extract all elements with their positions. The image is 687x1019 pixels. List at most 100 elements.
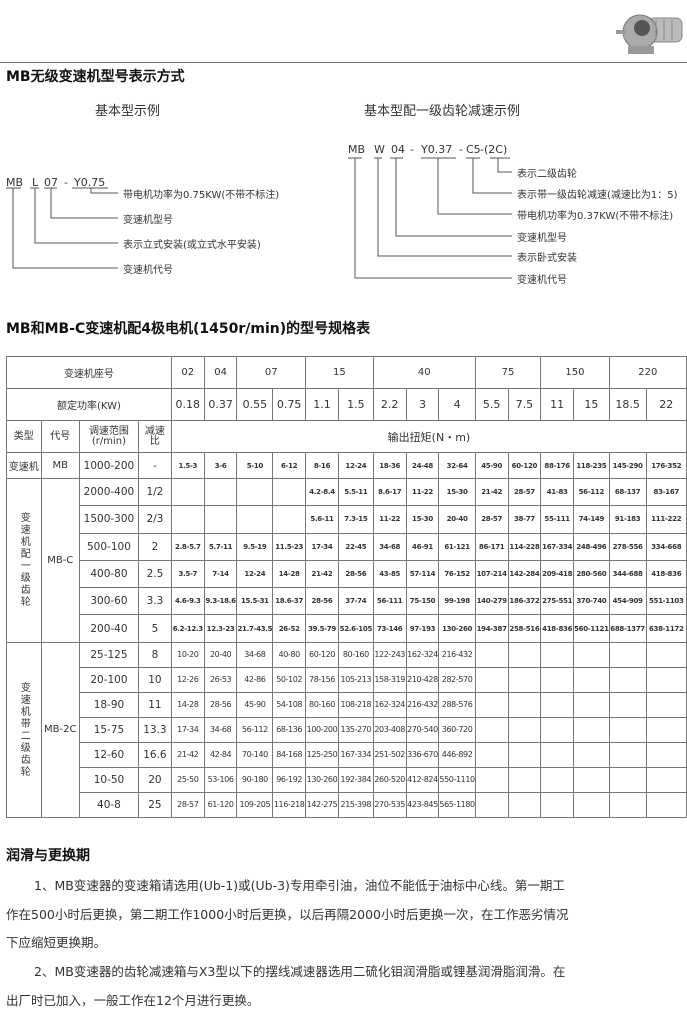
code-part: - (64, 176, 68, 189)
torque-value: 15-30 (438, 477, 476, 507)
torque-value: 97-193 (405, 614, 440, 643)
torque-value (236, 477, 274, 507)
torque-value: 8-16 (305, 452, 339, 479)
power-label: 额定功率(KW) (6, 388, 172, 421)
torque-value: 114-228 (507, 532, 542, 561)
torque-value (474, 766, 509, 793)
torque-value: 11-22 (372, 505, 407, 534)
power-value: 15 (573, 388, 610, 421)
torque-value: 5-10 (236, 452, 274, 479)
torque-value: 135-270 (337, 716, 374, 743)
torque-value: 28-57 (507, 477, 542, 507)
torque-value: 45-90 (474, 452, 509, 479)
torque-value (474, 691, 509, 718)
torque-value (608, 716, 647, 743)
code-part: L (32, 176, 39, 189)
frame-label: 变速机座号 (6, 356, 172, 389)
frame-size: 220 (608, 356, 687, 389)
table-row: 18-90 11 14-28 28-56 45-90 54-108 80-160 108-21… (7, 691, 687, 718)
torque-value: 107-214 (474, 559, 509, 589)
torque-value: 56-111 (372, 587, 407, 616)
torque-value: 25-50 (170, 766, 205, 793)
torque-value (645, 666, 687, 693)
torque-value (540, 791, 575, 818)
table-row: 300-60 3.3 4.6-9.3 9.3-18.6 15.5-31 18.6-37 28… (7, 587, 687, 616)
torque-value: 360-720 (438, 716, 476, 743)
torque-value (608, 666, 647, 693)
torque-value: 73-146 (372, 614, 407, 643)
lubrication-line: 作在500小时后更换，第二期工作1000小时后更换，以后再隔2000小时后更换一… (6, 907, 569, 922)
torque-value: 186-372 (507, 587, 542, 616)
speed-range: 18-90 (78, 691, 139, 718)
speed-range: 1500-300 (78, 505, 139, 534)
torque-value (573, 666, 610, 693)
torque-value: 53-106 (203, 766, 238, 793)
column-header: 调速范围 (r/min) (78, 420, 139, 453)
torque-value (540, 716, 575, 743)
torque-value: 88-176 (540, 452, 575, 479)
torque-value (573, 641, 610, 668)
torque-value (474, 641, 509, 668)
torque-value: 34-68 (236, 641, 274, 668)
torque-value: 56-112 (236, 716, 274, 743)
torque-value: 270-535 (372, 791, 407, 818)
torque-value: 61-121 (438, 532, 476, 561)
torque-value: 28-57 (170, 791, 205, 818)
torque-value: 20-40 (203, 641, 238, 668)
lubrication-line: 2、MB变速器的齿轮减速箱与X3型以下的摆线减速器选用二硫化钼润滑脂或锂基润滑脂… (34, 964, 566, 979)
column-header-row: 类型 代号 调速范围 (r/min) 减速 比输出扭矩(N・m) (6, 420, 687, 453)
torque-value: 42-86 (236, 666, 274, 693)
torque-value: 61-120 (203, 791, 238, 818)
frame-row: 变速机座号 02 04 07 15 40 75 150 220 (6, 356, 687, 389)
type-label: 变速机 (8, 462, 39, 473)
column-header: 类型 (6, 420, 42, 453)
power-value: 0.75 (272, 388, 307, 421)
torque-value: 108-218 (337, 691, 374, 718)
table-row: 20-100 10 12-26 26-53 42-86 50-102 78-156 105-2… (7, 666, 687, 693)
torque-value: 4.6-9.3 (170, 587, 205, 616)
torque-value: 70-140 (236, 741, 274, 768)
code-part: W (374, 143, 385, 156)
ratio: 2/3 (137, 505, 172, 534)
table-row: 10-50 20 25-50 53-106 90-180 96-192 130-260 192… (7, 766, 687, 793)
ratio: 10 (137, 666, 172, 693)
torque-value (474, 741, 509, 768)
callout-label: 带电机功率为0.75KW(不带不标注) (123, 190, 280, 201)
torque-value (645, 716, 687, 743)
torque-value: 12-26 (170, 666, 205, 693)
frame-size: 75 (474, 356, 542, 389)
speed-range: 400-80 (78, 559, 139, 589)
torque-value: 130-260 (438, 614, 476, 643)
torque-value: 21-42 (474, 477, 509, 507)
torque-value (507, 741, 542, 768)
torque-value: 446-892 (438, 741, 476, 768)
torque-value: 334-668 (645, 532, 687, 561)
torque-value: 80-160 (337, 641, 374, 668)
torque-value: 18.6-37 (272, 587, 307, 616)
torque-value (170, 505, 205, 534)
torque-value: 55-111 (540, 505, 575, 534)
torque-value: 10-20 (170, 641, 205, 668)
torque-value: 550-1110 (438, 766, 476, 793)
torque-value: 260-520 (372, 766, 407, 793)
ratio: 8 (137, 641, 172, 668)
torque-value (540, 741, 575, 768)
torque-value: 6.2-12.3 (170, 614, 205, 643)
code-part: -(2C) (480, 143, 508, 156)
torque-value: 454-909 (608, 587, 647, 616)
torque-value: 14-28 (272, 559, 307, 589)
torque-value (645, 791, 687, 818)
torque-value: 5.6-11 (305, 505, 339, 534)
frame-size: 15 (305, 356, 374, 389)
torque-value (272, 477, 307, 507)
power-row: 额定功率(KW) 0.18 0.37 0.55 0.75 1.1 1.5 2.2 3 4 5.5 7.… (6, 388, 687, 421)
callout-label: 变速机代号 (123, 265, 173, 276)
torque-value: 68-136 (272, 716, 307, 743)
torque-value: 38-77 (507, 505, 542, 534)
speed-range: 10-50 (78, 766, 139, 793)
code-cell: MB (40, 452, 80, 479)
torque-value: 167-334 (337, 741, 374, 768)
torque-value: 28-56 (337, 559, 374, 589)
power-value: 18.5 (608, 388, 647, 421)
